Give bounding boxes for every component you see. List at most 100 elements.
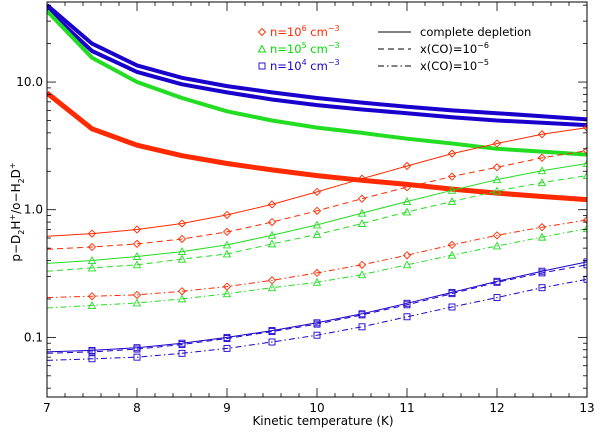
data-point-n6-complete: [492, 139, 502, 148]
data-point-n5-co6: [492, 186, 502, 195]
data-point-n5-co6: [267, 239, 277, 248]
data-point-n6-complete: [402, 161, 412, 171]
series-line-n5-co5: [47, 228, 587, 309]
data-point-n6-complete: [357, 174, 367, 183]
data-point-n5-complete: [537, 166, 547, 175]
legend-marker-square: [258, 62, 266, 70]
series-line-n4-dashed-thick: [47, 8, 587, 128]
data-point-n6-complete: [177, 219, 187, 228]
y-tick-label: 1.0: [24, 203, 43, 217]
data-point-n5-co6: [402, 207, 412, 216]
legend-marker-diamond: [257, 27, 267, 37]
y-axis-label-part: 2: [17, 230, 26, 235]
legend-label-n4: n=104 cm−3: [270, 58, 340, 73]
x-tick-label: 7: [43, 401, 51, 415]
data-point-n5-co5: [87, 300, 97, 309]
data-point-n5-co6: [582, 171, 587, 180]
data-point-n5-co5: [582, 224, 587, 233]
data-point-n6-co6: [402, 183, 412, 192]
series-line-n6-complete: [47, 127, 587, 237]
series-line-n5-complete-thick: [47, 9, 587, 157]
data-point-n5-complete: [447, 185, 457, 194]
data-point-n4-co5: [268, 338, 276, 346]
data-point-n4-co6: [268, 328, 276, 336]
data-point-n6-co5: [582, 215, 587, 225]
data-point-n6-co6: [222, 227, 232, 237]
data-point-n4-co5: [583, 275, 587, 283]
data-point-n4-co5: [448, 303, 456, 311]
x-tick-label: 12: [489, 401, 504, 415]
y-axis-label-part: H: [9, 221, 23, 230]
data-point-n5-complete: [312, 220, 322, 229]
data-point-n5-co5: [132, 298, 142, 307]
data-point-n4-co5: [88, 355, 96, 363]
legend-item-dashed: x(CO)=10−6: [378, 41, 489, 56]
legend-label-n6: n=106 cm−3: [270, 24, 340, 39]
data-point-n6-co6: [267, 217, 277, 227]
data-point-n6-co5: [357, 260, 367, 269]
y-axis-label-part: +: [8, 162, 17, 169]
data-point-n5-co6: [222, 249, 232, 258]
legend: n=106 cm−3 n=105 cm−3 n=104 cm−3 complete d…: [257, 24, 531, 73]
data-point-n5-co5: [312, 277, 322, 286]
data-point-n4-co5: [178, 349, 186, 357]
legend-item-n4: n=104 cm−3: [258, 58, 340, 73]
data-point-n6-co6: [312, 206, 322, 215]
series-line-n4-complete-thick: [47, 3, 587, 122]
data-point-n4-co5: [313, 331, 321, 339]
series-line-n4-complete: [47, 261, 587, 353]
data-point-n4-co6: [358, 311, 366, 319]
data-point-n6-complete: [447, 149, 457, 158]
data-point-n5-co5: [537, 232, 547, 241]
data-point-n4-co6: [313, 320, 321, 328]
legend-item-solid: complete depletion: [378, 25, 531, 39]
data-point-n5-co6: [312, 230, 322, 238]
y-axis-label-part: D: [9, 169, 23, 178]
data-point-n5-co5: [447, 250, 457, 259]
data-point-n5-co6: [132, 260, 142, 269]
series-line-n4-co6: [47, 264, 587, 354]
x-tick-label: 11: [399, 401, 414, 415]
data-point-n5-complete: [177, 247, 187, 256]
data-point-n4-co6: [583, 261, 587, 269]
data-point-n6-co5: [402, 251, 412, 260]
legend-marker-triangle: [257, 44, 267, 53]
data-point-n4-co5: [493, 294, 501, 302]
data-point-n6-complete: [87, 229, 97, 238]
data-point-n5-co6: [537, 178, 547, 187]
data-point-n5-complete: [222, 240, 232, 249]
y-axis-label: p−D2H+/o−H2D+: [8, 162, 26, 261]
y-tick-label: 0.1: [24, 330, 43, 344]
data-point-n4-co6: [538, 269, 546, 277]
data-point-n5-co5: [267, 283, 277, 292]
legend-label-n5: n=105 cm−3: [270, 41, 340, 56]
series-line-n5-complete: [47, 163, 587, 264]
data-point-n6-co6: [537, 153, 547, 162]
data-point-n4-co5: [358, 323, 366, 331]
data-point-n5-co5: [357, 270, 367, 279]
data-point-n4-co6: [88, 348, 96, 356]
data-point-n4-co6: [403, 301, 411, 309]
data-point-n5-complete: [132, 252, 142, 260]
data-point-n5-co5: [222, 289, 232, 298]
data-point-n5-co5: [492, 241, 502, 250]
data-point-n6-complete: [537, 130, 547, 139]
data-point-n5-co6: [357, 219, 367, 227]
series-line-n6-co6: [47, 150, 587, 250]
data-point-n6-complete: [582, 123, 587, 132]
data-point-n5-complete: [267, 230, 277, 239]
data-point-n4-co5: [403, 313, 411, 321]
y-axis-label-part: p−D: [9, 235, 23, 262]
data-point-n6-co6: [177, 234, 187, 244]
x-tick-label: 13: [579, 401, 594, 415]
legend-label-dashed: x(CO)=10−6: [420, 41, 489, 56]
data-point-n5-co6: [177, 254, 187, 263]
legend-item-n6: n=106 cm−3: [257, 24, 340, 39]
x-tick-label: 8: [133, 401, 141, 415]
data-point-n6-co5: [87, 292, 97, 301]
data-point-n5-co6: [447, 197, 457, 205]
data-point-n6-co5: [132, 290, 142, 300]
data-point-n4-co6: [223, 335, 231, 342]
x-tick-label: 9: [223, 401, 231, 415]
